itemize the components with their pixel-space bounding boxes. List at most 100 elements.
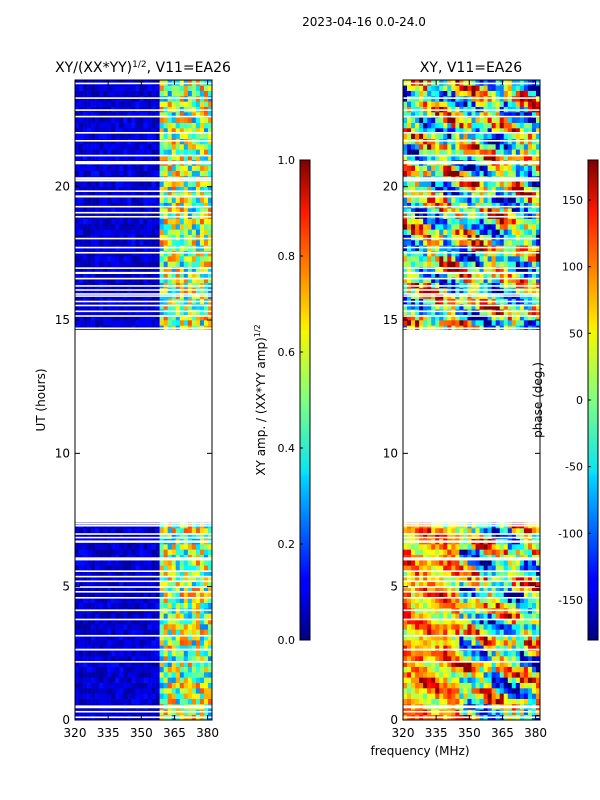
heatmap-cell [151, 677, 156, 683]
heatmap-cell [519, 229, 525, 235]
heatmap-cell [139, 677, 144, 683]
heatmap-cell [447, 544, 452, 550]
heatmap-cell [455, 656, 460, 662]
heatmap-cell [503, 618, 509, 625]
heatmap-cell [447, 581, 452, 587]
heatmap-cell [199, 544, 205, 550]
heatmap-cell [507, 666, 513, 673]
heatmap-cell [183, 560, 189, 566]
heatmap-cell [447, 208, 452, 214]
heatmap-cell [199, 661, 205, 667]
heatmap-cell [187, 261, 193, 267]
heatmap-cell [103, 650, 108, 657]
heatmap-cell [123, 256, 128, 262]
heatmap-cell [503, 629, 509, 635]
heatmap-cell [103, 634, 108, 641]
heatmap-cell [503, 613, 509, 619]
heatmap-cell [419, 570, 424, 577]
heatmap-cell [111, 256, 116, 262]
heatmap-cell [203, 581, 209, 587]
heatmap-cell [91, 597, 96, 603]
heatmap-cell [151, 133, 156, 139]
heatmap-cell [171, 288, 177, 294]
heatmap-cell [479, 677, 484, 683]
heatmap-cell [79, 128, 84, 134]
heatmap-cell [199, 693, 205, 699]
heatmap-cell [75, 277, 80, 283]
heatmap-cell [83, 618, 88, 625]
heatmap-cell [451, 549, 456, 555]
heatmap-cell [507, 656, 513, 662]
heatmap-cell [479, 682, 484, 689]
heatmap-cell [143, 597, 148, 603]
heatmap-cell [195, 144, 201, 150]
heatmap-cell [75, 528, 80, 534]
heatmap-cell [411, 288, 416, 294]
heatmap-cell [519, 592, 525, 598]
heatmap-cell [131, 218, 136, 225]
heatmap-cell [151, 304, 156, 310]
heatmap-cell [471, 650, 476, 657]
heatmap-cell [471, 277, 476, 283]
heatmap-cell [495, 602, 501, 609]
flagged-row [75, 524, 212, 527]
heatmap-cell [175, 565, 181, 571]
heatmap-cell [75, 666, 80, 673]
heatmap-cell [111, 192, 116, 198]
heatmap-cell [191, 122, 197, 129]
flagged-row [75, 251, 212, 254]
heatmap-cell [171, 624, 177, 630]
heatmap-cell [143, 261, 148, 267]
heatmap-cell [523, 544, 529, 550]
heatmap-cell [175, 314, 181, 321]
heatmap-cell [199, 133, 205, 139]
heatmap-cell [479, 277, 484, 283]
heatmap-cell [447, 549, 452, 555]
heatmap-cell [179, 144, 185, 150]
heatmap-cell [143, 549, 148, 555]
heatmap-cell [151, 661, 156, 667]
heatmap-cell [503, 533, 509, 539]
heatmap-cell [411, 224, 416, 230]
heatmap-cell [187, 640, 193, 646]
heatmap-cell [491, 640, 496, 646]
heatmap-cell [147, 661, 152, 667]
heatmap-cell [99, 144, 104, 150]
heatmap-cell [443, 261, 448, 267]
heatmap-cell [119, 677, 124, 683]
heatmap-cell [487, 624, 492, 630]
heatmap-cell [507, 650, 513, 657]
heatmap-cell [507, 240, 513, 246]
heatmap-cell [143, 277, 148, 283]
heatmap-cell [191, 682, 197, 689]
heatmap-cell [471, 624, 476, 630]
colorbar-tick-label: 0.2 [278, 538, 296, 551]
heatmap-cell [143, 197, 148, 203]
heatmap-cell [475, 256, 480, 262]
heatmap-cell [491, 682, 496, 689]
heatmap-cell [195, 613, 201, 619]
heatmap-cell [435, 629, 440, 635]
heatmap-cell [455, 218, 460, 225]
heatmap-cell [163, 122, 168, 129]
heatmap-cell [95, 586, 100, 593]
heatmap-cell [163, 618, 168, 625]
heatmap-cell [199, 528, 205, 534]
heatmap-cell [191, 613, 197, 619]
heatmap-cell [431, 677, 436, 683]
heatmap-cell [115, 261, 120, 267]
heatmap-cell [147, 682, 152, 689]
heatmap-cell [527, 218, 533, 225]
heatmap-cell [115, 650, 120, 657]
heatmap-cell [427, 634, 432, 641]
heatmap-cell [139, 128, 144, 134]
heatmap-cell [403, 597, 408, 603]
heatmap-cell [527, 693, 533, 699]
heatmap-cell [503, 682, 509, 689]
heatmap-cell [191, 602, 197, 609]
heatmap-cell [171, 528, 177, 534]
heatmap-cell [159, 656, 164, 662]
heatmap-cell [511, 570, 517, 577]
heatmap-cell [507, 618, 513, 625]
heatmap-cell [159, 197, 164, 203]
